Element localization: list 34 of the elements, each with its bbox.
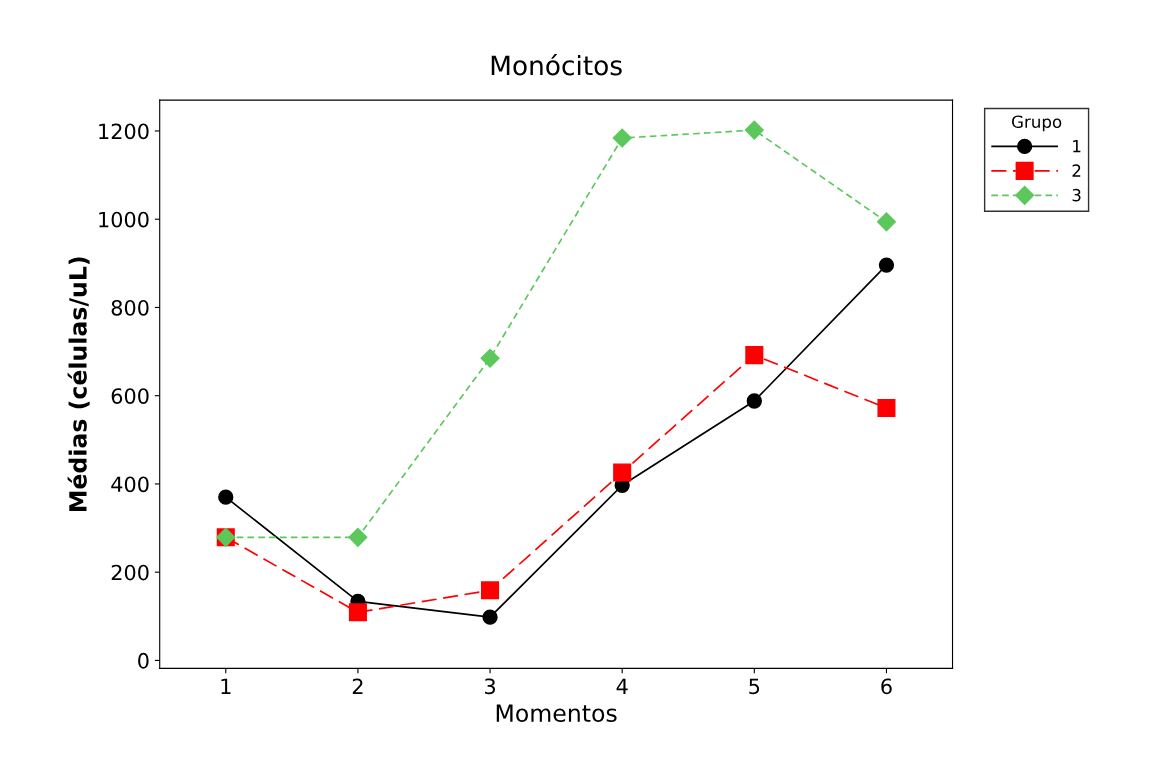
point — [348, 527, 368, 547]
point — [878, 257, 895, 273]
point — [218, 489, 234, 505]
legend-label: 1 — [1073, 140, 1081, 153]
y-tick-label: 1200 — [99, 123, 149, 140]
point — [877, 399, 896, 418]
point — [348, 603, 367, 622]
point — [482, 609, 498, 625]
x-axis-title: Momentos — [496, 704, 617, 723]
x-tick-label: 5 — [749, 678, 760, 695]
point — [481, 581, 500, 600]
point — [744, 120, 764, 140]
y-tick-label: 0 — [138, 652, 149, 669]
x-tick-label: 2 — [352, 678, 363, 694]
point — [745, 346, 764, 365]
point — [876, 212, 896, 232]
point — [613, 463, 632, 482]
legend-label: 2 — [1072, 164, 1081, 177]
y-tick-label: 400 — [111, 476, 149, 493]
x-tick-label: 4 — [616, 678, 628, 694]
point — [480, 348, 500, 368]
x-tick-label: 3 — [485, 678, 496, 695]
legend-title: Grupo — [1011, 115, 1062, 132]
y-tick-label: 600 — [111, 388, 149, 404]
y-tick-label: 1000 — [99, 211, 149, 228]
point — [612, 128, 632, 148]
legend-label: 3 — [1072, 188, 1081, 202]
point — [746, 393, 762, 409]
chart-title: Monócitos — [491, 53, 622, 76]
x-tick-label: 6 — [881, 678, 892, 695]
y-axis-title: Médias (células/uL) — [67, 257, 90, 511]
y-tick-label: 800 — [111, 299, 149, 316]
y-tick-label: 200 — [111, 564, 149, 581]
x-tick-label: 1 — [221, 678, 231, 694]
